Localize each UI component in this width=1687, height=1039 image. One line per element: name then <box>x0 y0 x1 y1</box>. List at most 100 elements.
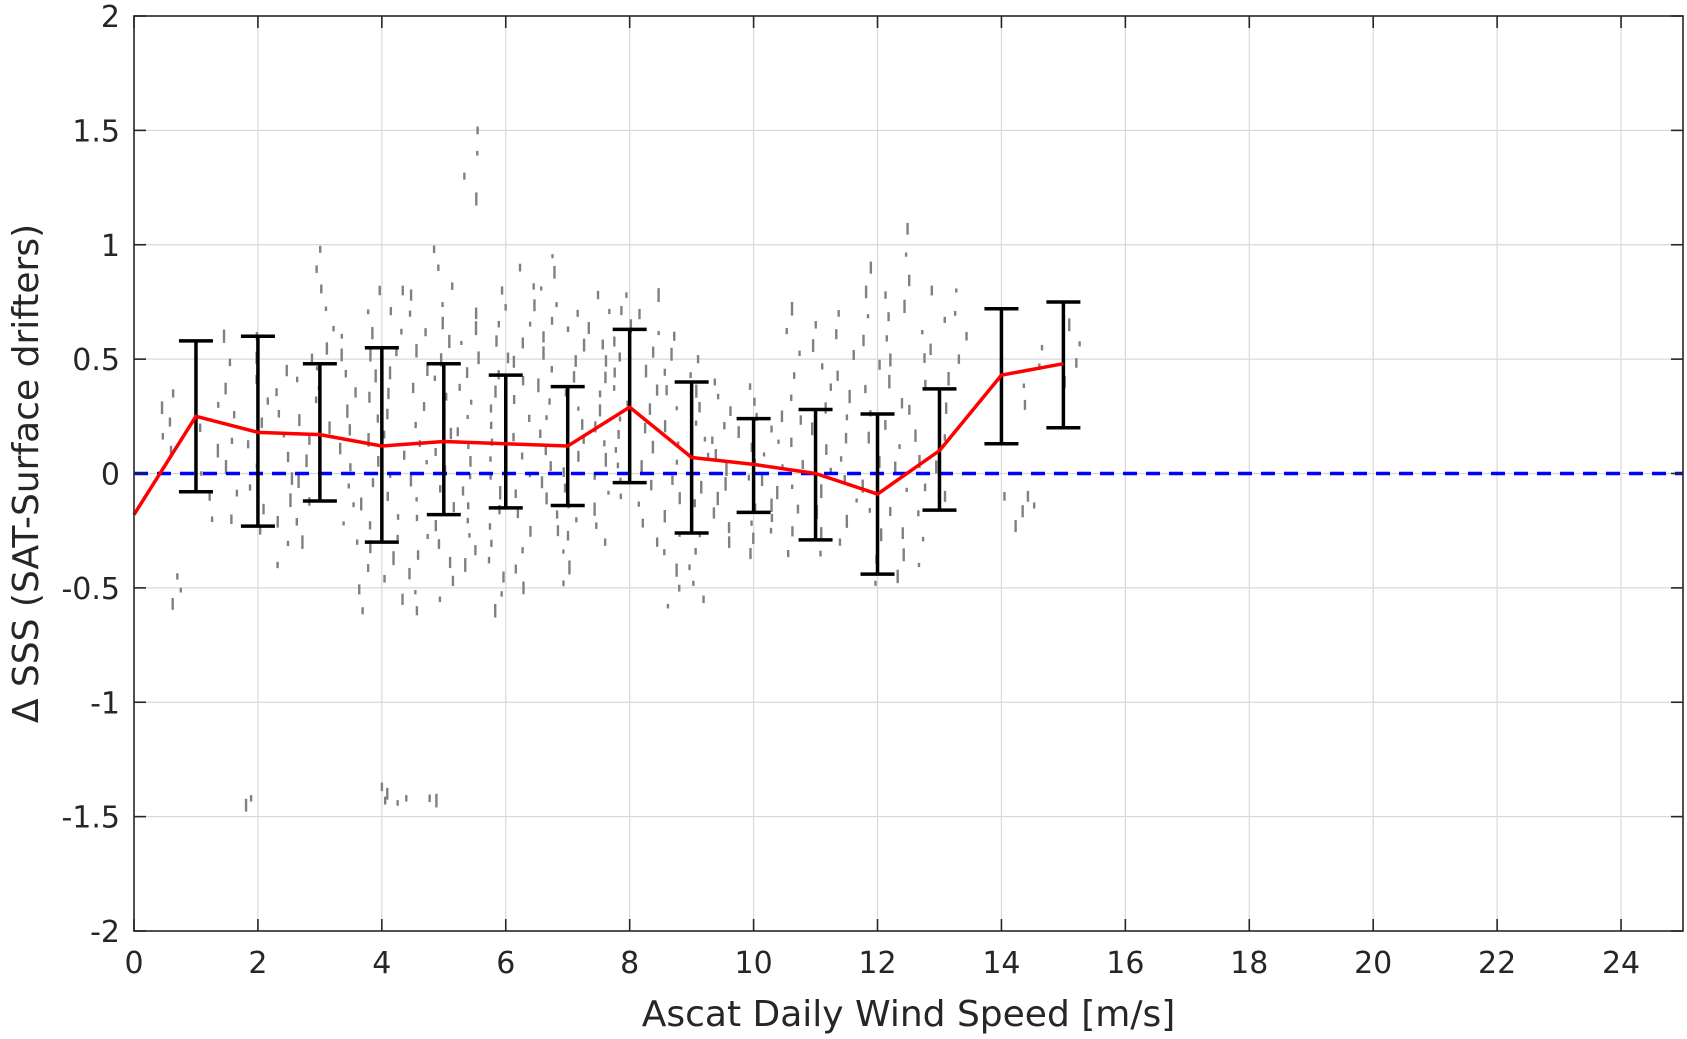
scatter-point <box>466 517 469 524</box>
scatter-point <box>494 385 497 398</box>
scatter-point <box>820 484 823 499</box>
scatter-point <box>555 302 558 308</box>
scatter-point <box>888 374 891 389</box>
scatter-point <box>908 404 911 415</box>
scatter-point <box>521 337 525 349</box>
scatter-point <box>577 450 580 462</box>
scatter-point <box>415 344 418 358</box>
scatter-point <box>295 517 298 526</box>
scatter-point <box>1040 344 1044 351</box>
y-tick-label: 0.5 <box>72 343 120 378</box>
scatter-point <box>386 491 389 502</box>
scatter-point <box>179 587 182 593</box>
scatter-point <box>780 410 784 423</box>
scatter-point <box>360 497 363 511</box>
scatter-point <box>711 436 714 444</box>
scatter-point <box>698 401 701 413</box>
scatter-point <box>377 455 380 467</box>
x-tick-label: 0 <box>124 946 143 981</box>
scatter-point <box>458 383 461 391</box>
scatter-point <box>380 782 384 792</box>
scatter-point <box>456 427 459 437</box>
scatter-point <box>595 522 598 529</box>
scatter-point <box>712 507 716 519</box>
scatter-point <box>339 442 342 455</box>
scatter-point <box>490 539 493 547</box>
scatter-point <box>675 459 679 465</box>
scatter-point <box>556 525 560 537</box>
scatter-point <box>469 399 473 405</box>
scatter-point <box>814 321 817 329</box>
scatter-point <box>224 460 228 474</box>
scatter-point <box>845 514 849 528</box>
scatter-point <box>785 327 788 335</box>
scatter-point <box>354 387 357 398</box>
scatter-point <box>465 367 469 378</box>
scatter-point <box>396 534 399 541</box>
scatter-point <box>866 314 870 319</box>
scatter-point <box>930 285 934 296</box>
scatter-point <box>747 474 751 481</box>
scatter-point <box>582 338 586 352</box>
scatter-point <box>792 372 796 379</box>
scatter-point <box>441 302 444 308</box>
scatter-point <box>332 325 335 332</box>
scatter-point <box>638 308 641 320</box>
scatter-point <box>489 472 492 480</box>
scatter-point <box>902 548 905 562</box>
scatter-point <box>692 580 695 586</box>
scatter-point <box>819 550 822 557</box>
scatter-point <box>468 533 471 538</box>
scatter-point <box>608 308 611 315</box>
scatter-point <box>439 353 443 367</box>
scatter-point <box>319 245 322 253</box>
grid <box>134 16 1683 931</box>
scatter-point <box>389 307 393 316</box>
scatter-point <box>612 385 616 391</box>
scatter-point <box>643 422 647 434</box>
scatter-point <box>657 288 660 302</box>
scatter-point <box>640 460 643 473</box>
scatter-point <box>770 498 773 512</box>
scatter-point <box>368 391 371 403</box>
scatter-point <box>539 429 542 439</box>
scatter-point <box>542 346 545 360</box>
scatter-point <box>314 396 318 404</box>
scatter-point <box>811 422 814 436</box>
scatter-point <box>835 329 838 340</box>
scatter-point <box>392 551 395 566</box>
scatter-point <box>787 549 790 558</box>
scatter-point <box>869 261 873 274</box>
scatter-point <box>564 389 568 397</box>
scatter-point <box>821 363 824 370</box>
scatter-point <box>727 522 731 534</box>
x-tick-label: 18 <box>1230 946 1268 981</box>
scatter-point <box>727 536 731 548</box>
scatter-point <box>864 384 867 394</box>
scatter-point <box>953 310 957 316</box>
scatter-point <box>434 520 438 532</box>
x-tick-label: 24 <box>1602 946 1640 981</box>
scatter-point <box>593 472 596 480</box>
scatter-point <box>348 424 352 436</box>
scatter-point <box>670 347 673 361</box>
scatter-point <box>1075 358 1078 368</box>
scatter-point <box>900 398 904 409</box>
scatter-point <box>434 447 437 456</box>
scatter-point <box>366 309 370 315</box>
scatter-point <box>355 539 359 545</box>
scatter-point <box>425 460 428 465</box>
scatter-point <box>917 510 920 517</box>
scatter-point <box>467 444 470 450</box>
scatter-points <box>160 126 1081 812</box>
scatter-point <box>620 306 623 316</box>
scatter-point <box>235 489 239 497</box>
scatter-point <box>528 321 532 327</box>
scatter-point <box>1014 520 1017 533</box>
scatter-point <box>438 596 442 603</box>
scatter-point <box>217 401 220 408</box>
scatter-point <box>497 320 501 328</box>
scatter-point <box>374 369 377 383</box>
scatter-point <box>598 390 602 398</box>
scatter-point <box>655 537 659 547</box>
